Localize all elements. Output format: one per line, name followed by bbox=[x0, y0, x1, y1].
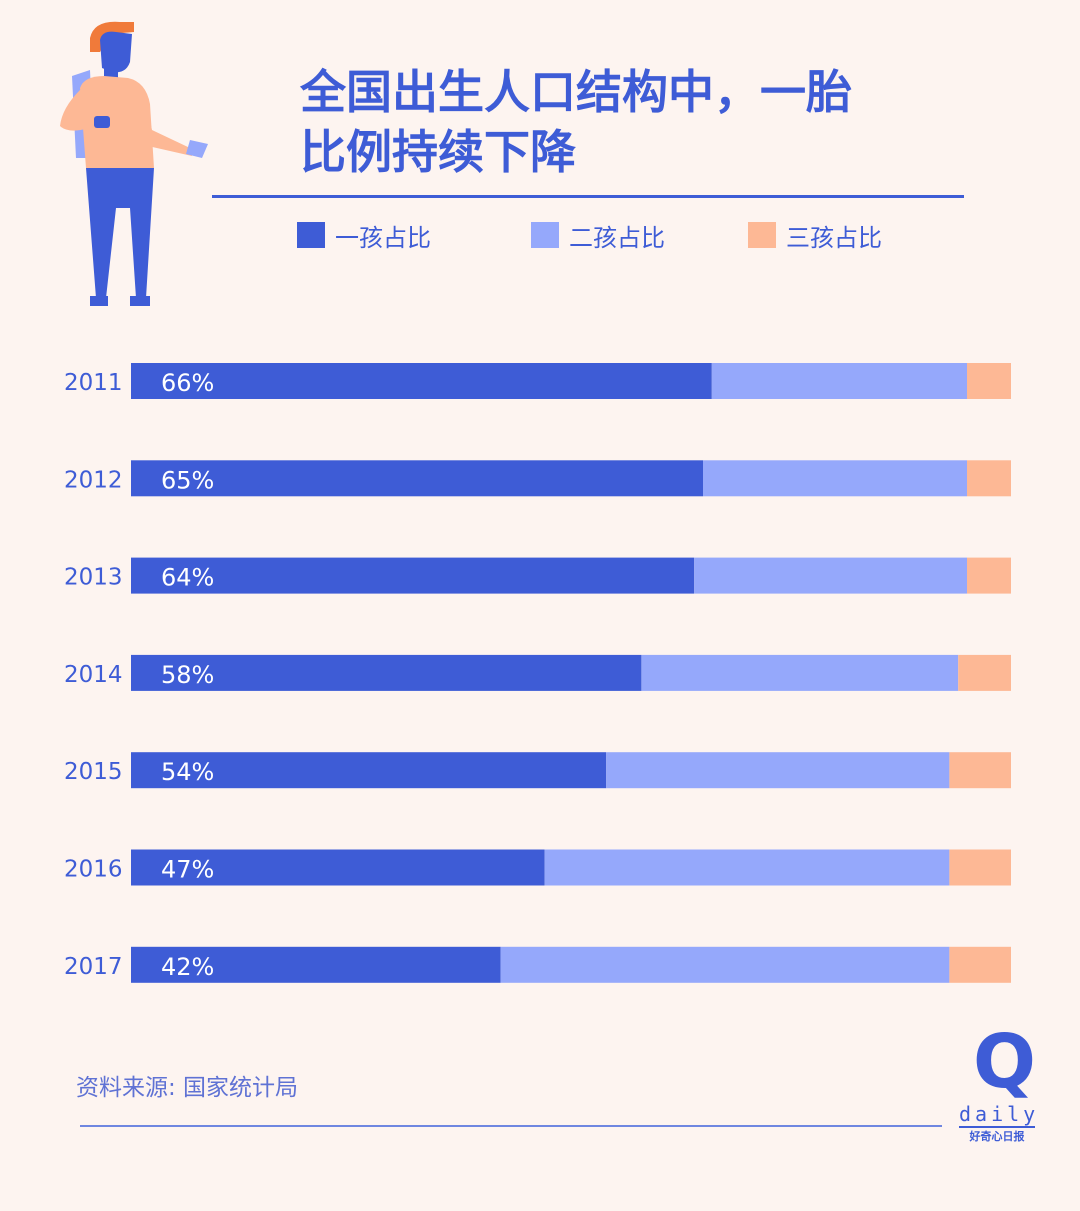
torso bbox=[80, 76, 154, 168]
person-illustration bbox=[60, 21, 208, 306]
bar-segment-2016-series-3 bbox=[949, 849, 1011, 886]
year-label-2016: 2016 bbox=[64, 857, 123, 883]
bar-segment-2013-series-1 bbox=[131, 557, 695, 594]
chart-title-line-2: 比例持续下降 bbox=[300, 125, 576, 179]
bar-segment-2017-series-1 bbox=[131, 946, 501, 983]
legend-label-third-child: 三孩占比 bbox=[786, 223, 882, 252]
legend-swatch-second-child bbox=[531, 222, 559, 248]
chart-title-line-1: 全国出生人口结构中，一胎 bbox=[300, 65, 852, 119]
right-arm bbox=[140, 92, 192, 156]
bar-segment-2011-series-3 bbox=[967, 363, 1011, 399]
bar-segment-2012-series-1 bbox=[131, 460, 703, 497]
data-source-note: 资料来源: 国家统计局 bbox=[76, 1075, 299, 1101]
stacked-bar-chart: 2011 66% 2012 65% 2013 64% 2014 58% 2015 54% 2016 4… bbox=[64, 363, 1011, 983]
bar-segment-2011-series-1 bbox=[131, 363, 712, 399]
legend-item-third-child: 三孩占比 bbox=[748, 218, 882, 252]
data-label-2016: 47% bbox=[161, 856, 214, 884]
data-label-2014: 58% bbox=[161, 661, 214, 689]
head bbox=[100, 31, 132, 73]
bar-segment-2015-series-1 bbox=[131, 752, 607, 789]
legend-swatch-third-child bbox=[748, 222, 776, 248]
legend-label-first-child: 一孩占比 bbox=[335, 223, 431, 252]
chart-title: 全国出生人口结构中，一胎 比例持续下降 bbox=[300, 62, 940, 182]
data-label-2013: 64% bbox=[161, 564, 214, 592]
logo-tagline: 好奇心日报 bbox=[969, 1130, 1025, 1143]
year-label-2017: 2017 bbox=[64, 954, 123, 980]
legend: 一孩占比 二孩占比 三孩占比 bbox=[0, 218, 1080, 252]
bar-segment-2016-series-1 bbox=[131, 849, 545, 886]
legend-label-second-child: 二孩占比 bbox=[569, 223, 665, 252]
title-divider bbox=[212, 195, 964, 198]
bar-segment-2011-series-2 bbox=[711, 363, 967, 399]
legend-item-first-child: 一孩占比 bbox=[297, 218, 431, 252]
footer-divider bbox=[80, 1125, 942, 1127]
legend-swatch-first-child bbox=[297, 222, 325, 248]
bar-segment-2014-series-1 bbox=[131, 654, 642, 691]
qdaily-logo: Q daily 好奇心日报 bbox=[955, 1022, 1037, 1148]
bar-segment-2017-series-3 bbox=[949, 946, 1011, 983]
left-hand bbox=[94, 116, 110, 128]
legs bbox=[86, 168, 154, 298]
bar-segment-2015-series-3 bbox=[949, 752, 1011, 789]
year-label-2011: 2011 bbox=[64, 370, 123, 396]
left-shoe bbox=[90, 296, 108, 306]
data-label-2012: 65% bbox=[161, 466, 214, 494]
year-label-2013: 2013 bbox=[64, 565, 123, 591]
data-label-2015: 54% bbox=[161, 758, 214, 786]
phone bbox=[186, 140, 208, 158]
data-label-2017: 42% bbox=[161, 953, 214, 981]
right-shoe bbox=[130, 296, 150, 306]
bar-segment-2014-series-2 bbox=[641, 654, 959, 691]
logo-wordmark: daily bbox=[959, 1102, 1040, 1128]
bar-segment-2013-series-3 bbox=[967, 557, 1011, 594]
bar-segment-2012-series-2 bbox=[703, 460, 967, 497]
year-label-2012: 2012 bbox=[64, 467, 123, 493]
data-label-2011: 66% bbox=[161, 369, 214, 397]
logo-q-mark: Q bbox=[973, 1019, 1036, 1105]
bar-segment-2012-series-3 bbox=[967, 460, 1011, 497]
bar-segment-2015-series-2 bbox=[606, 752, 950, 789]
bar-segment-2017-series-2 bbox=[500, 946, 950, 983]
bar-segment-2016-series-2 bbox=[544, 849, 950, 886]
year-label-2015: 2015 bbox=[64, 759, 123, 785]
bar-segment-2014-series-3 bbox=[958, 654, 1011, 691]
legend-item-second-child: 二孩占比 bbox=[531, 218, 665, 252]
year-label-2014: 2014 bbox=[64, 662, 123, 688]
bar-segment-2013-series-2 bbox=[694, 557, 967, 594]
